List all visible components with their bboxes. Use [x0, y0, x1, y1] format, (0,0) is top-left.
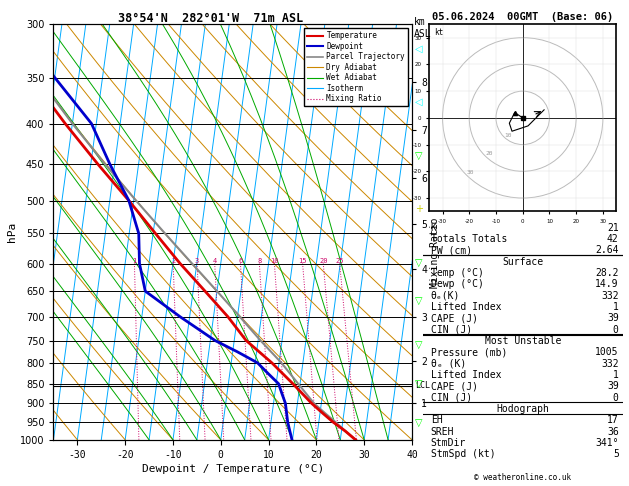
Text: StmDir: StmDir — [431, 438, 466, 448]
Text: 10: 10 — [504, 133, 511, 138]
Text: 341°: 341° — [595, 438, 619, 448]
Text: 39: 39 — [607, 382, 619, 391]
Text: CIN (J): CIN (J) — [431, 393, 472, 402]
Text: Totals Totals: Totals Totals — [431, 234, 507, 244]
Text: 0: 0 — [613, 325, 619, 334]
Text: 28.2: 28.2 — [595, 268, 619, 278]
Text: 20: 20 — [486, 151, 493, 156]
Text: 6: 6 — [238, 258, 243, 263]
Text: 332: 332 — [601, 291, 619, 300]
Text: CIN (J): CIN (J) — [431, 325, 472, 334]
Text: Lifted Index: Lifted Index — [431, 370, 501, 380]
Legend: Temperature, Dewpoint, Parcel Trajectory, Dry Adiabat, Wet Adiabat, Isotherm, Mi: Temperature, Dewpoint, Parcel Trajectory… — [304, 28, 408, 106]
Text: ◁: ◁ — [415, 44, 423, 53]
Text: θₑ (K): θₑ (K) — [431, 359, 466, 368]
Y-axis label: Mixing Ratio (g/kg): Mixing Ratio (g/kg) — [430, 176, 440, 288]
Text: Lifted Index: Lifted Index — [431, 302, 501, 312]
Text: PW (cm): PW (cm) — [431, 245, 472, 255]
Text: 20: 20 — [319, 258, 328, 263]
Text: 1005: 1005 — [595, 347, 619, 357]
Text: Most Unstable: Most Unstable — [484, 336, 561, 346]
Text: θₑ(K): θₑ(K) — [431, 291, 460, 300]
Text: 1: 1 — [613, 302, 619, 312]
Text: ▽: ▽ — [415, 258, 423, 267]
Text: 2: 2 — [171, 258, 175, 263]
Text: 05.06.2024  00GMT  (Base: 06): 05.06.2024 00GMT (Base: 06) — [432, 12, 613, 22]
Text: 14.9: 14.9 — [595, 279, 619, 289]
Text: 39: 39 — [607, 313, 619, 323]
Text: 42: 42 — [607, 234, 619, 244]
Text: 4: 4 — [213, 258, 217, 263]
Text: SREH: SREH — [431, 427, 454, 436]
Text: 17: 17 — [607, 416, 619, 425]
Text: +: + — [415, 204, 423, 214]
Text: 36: 36 — [607, 427, 619, 436]
Text: ▽: ▽ — [415, 418, 423, 428]
Text: 1: 1 — [132, 258, 136, 263]
Text: 2.64: 2.64 — [595, 245, 619, 255]
Text: ▽: ▽ — [415, 151, 423, 160]
Text: 3: 3 — [195, 258, 199, 263]
Text: 0: 0 — [613, 393, 619, 402]
Text: Dewp (°C): Dewp (°C) — [431, 279, 484, 289]
Text: LCL: LCL — [416, 381, 431, 390]
Text: K: K — [431, 223, 437, 232]
Text: CAPE (J): CAPE (J) — [431, 313, 477, 323]
Text: ▽: ▽ — [415, 379, 423, 389]
Text: km
ASL: km ASL — [414, 17, 431, 38]
Text: 5: 5 — [613, 450, 619, 459]
Text: ◁: ◁ — [415, 97, 423, 107]
Text: 25: 25 — [335, 258, 344, 263]
Text: 38°54'N  282°01'W  71m ASL: 38°54'N 282°01'W 71m ASL — [118, 12, 303, 25]
Text: 332: 332 — [601, 359, 619, 368]
Text: 10: 10 — [270, 258, 279, 263]
Y-axis label: hPa: hPa — [7, 222, 17, 242]
X-axis label: Dewpoint / Temperature (°C): Dewpoint / Temperature (°C) — [142, 464, 324, 474]
Text: ▽: ▽ — [415, 296, 423, 306]
Text: ▽: ▽ — [415, 340, 423, 350]
Text: 21: 21 — [607, 223, 619, 232]
Text: © weatheronline.co.uk: © weatheronline.co.uk — [474, 473, 571, 482]
Text: 8: 8 — [257, 258, 262, 263]
Text: kt: kt — [435, 28, 443, 37]
Text: 30: 30 — [467, 170, 474, 175]
Text: EH: EH — [431, 416, 442, 425]
Text: Surface: Surface — [502, 257, 543, 266]
Text: Hodograph: Hodograph — [496, 404, 549, 414]
Text: CAPE (J): CAPE (J) — [431, 382, 477, 391]
Text: 15: 15 — [298, 258, 307, 263]
Text: StmSpd (kt): StmSpd (kt) — [431, 450, 495, 459]
Text: 1: 1 — [613, 370, 619, 380]
Text: Pressure (mb): Pressure (mb) — [431, 347, 507, 357]
Text: Temp (°C): Temp (°C) — [431, 268, 484, 278]
